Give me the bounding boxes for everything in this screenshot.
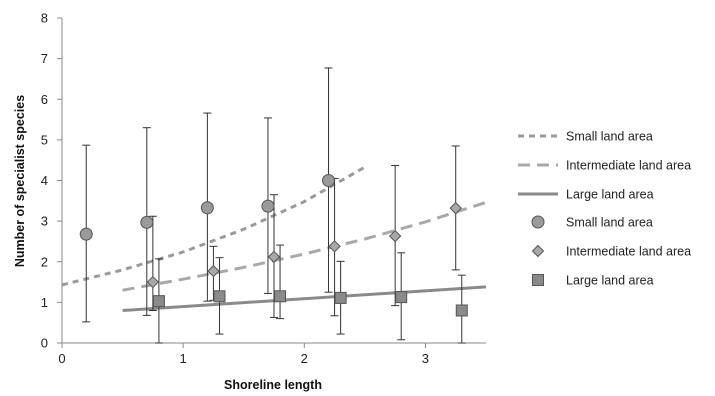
square-marker: [395, 291, 408, 304]
y-axis-title: Number of specialist species: [13, 95, 27, 267]
legend-label: Small land area: [566, 216, 653, 230]
y-tick-label: 2: [41, 254, 48, 269]
y-tick-label: 3: [41, 214, 48, 229]
y-tick-label: 0: [41, 336, 48, 351]
legend-label: Intermediate land area: [566, 245, 691, 259]
x-tick-label: 1: [180, 351, 187, 366]
square-marker: [274, 290, 287, 303]
legend-label: Large land area: [566, 274, 654, 288]
square-marker: [455, 304, 468, 317]
data-markers: [79, 174, 468, 317]
trend-line-intermediate: [122, 200, 487, 292]
diamond-marker: [146, 275, 160, 289]
trend-lines: [61, 165, 487, 312]
legend-label: Small land area: [566, 130, 653, 144]
circle-marker: [200, 201, 214, 215]
legend-swatch-square: [532, 274, 544, 286]
y-tick-label: 5: [41, 132, 48, 147]
legend-label: Intermediate land area: [566, 159, 691, 173]
x-tick-label: 3: [422, 351, 429, 366]
x-tick-label: 0: [58, 351, 65, 366]
x-axis-title: Shoreline length: [224, 378, 322, 392]
legend-label: Large land area: [566, 188, 654, 202]
legend: Small land area Intermediate land area Lar…: [518, 130, 691, 288]
y-tick-label: 1: [41, 295, 48, 310]
diamond-marker: [388, 229, 402, 243]
square-marker: [213, 290, 226, 303]
x-tick-label: 2: [301, 351, 308, 366]
y-tick-label: 4: [41, 173, 48, 188]
circle-marker: [322, 174, 336, 187]
y-tick-label: 7: [41, 51, 48, 66]
y-tick-label: 8: [41, 11, 48, 26]
circle-marker: [79, 227, 93, 241]
y-tick-label: 6: [41, 92, 48, 107]
legend-swatch-circle: [531, 215, 545, 229]
diamond-marker: [267, 250, 281, 264]
diamond-marker: [207, 264, 220, 278]
diamond-marker: [449, 201, 462, 215]
trend-line-large: [122, 285, 487, 312]
square-marker: [152, 295, 165, 308]
square-marker: [334, 291, 347, 304]
trend-line-small: [61, 165, 366, 287]
diamond-marker: [328, 240, 341, 253]
circle-marker: [261, 199, 275, 213]
circle-marker: [140, 215, 154, 229]
legend-swatch-diamond: [531, 244, 545, 258]
axes: 0 1 2 3 4 5 6 7 8 0 1 2 3: [41, 11, 486, 366]
